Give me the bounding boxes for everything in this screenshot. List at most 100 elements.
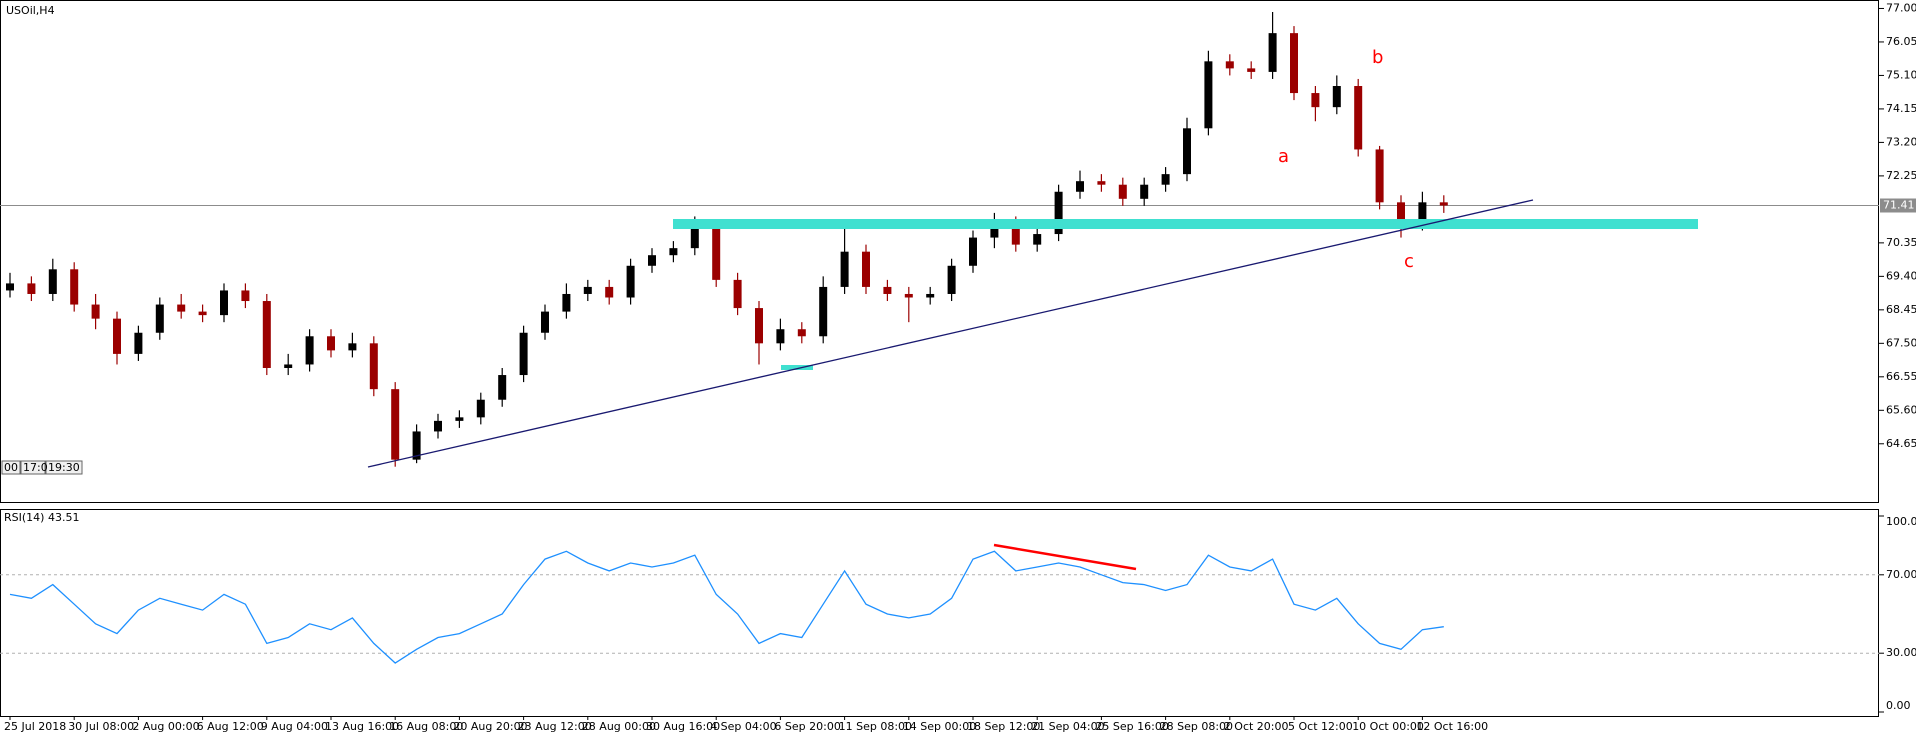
candle-body xyxy=(1290,33,1298,94)
candle-body xyxy=(904,293,913,298)
button-label[interactable]: 17:0 xyxy=(23,461,48,474)
y-tick-label: 66.55 xyxy=(1886,370,1916,383)
candle-body xyxy=(1397,202,1405,224)
x-tick-label: 30 Jul 08:00 xyxy=(68,720,134,733)
symbol-title: USOil,H4 xyxy=(6,4,55,17)
candle-body xyxy=(48,269,57,294)
candle-body xyxy=(262,301,271,368)
support-marker xyxy=(781,365,813,370)
y-tick-label: 73.20 xyxy=(1886,135,1916,148)
y-tick-label: 67.50 xyxy=(1886,336,1916,349)
x-tick-label: 16 Aug 08:00 xyxy=(389,720,463,733)
x-tick-label: 25 Jul 2018 xyxy=(4,720,66,733)
x-tick-label: 20 Aug 20:00 xyxy=(453,720,527,733)
toolbar-button[interactable] xyxy=(45,460,83,475)
candle-body xyxy=(862,251,870,287)
candle-body xyxy=(1011,223,1020,245)
last-price-box xyxy=(1880,198,1916,213)
toolbar-button[interactable] xyxy=(1,460,21,475)
candle-body xyxy=(776,329,785,344)
y-tick-label: 100.00 xyxy=(1886,515,1916,528)
x-tick-label: 10 Oct 00:00 xyxy=(1352,720,1424,733)
rsi-title: RSI(14) 43.51 xyxy=(4,511,79,524)
candle-body xyxy=(177,304,186,312)
candle-body xyxy=(348,343,357,351)
candle-body xyxy=(1439,202,1448,206)
candle-body xyxy=(241,290,250,302)
candle-body xyxy=(455,417,464,421)
candle-body xyxy=(840,251,849,287)
candle-body xyxy=(113,318,121,354)
candle-body xyxy=(91,304,100,319)
x-tick-label: 2 Oct 20:00 xyxy=(1224,720,1289,733)
candle-body xyxy=(1311,93,1320,108)
y-tick-label: 68.45 xyxy=(1886,303,1916,316)
candle-body xyxy=(391,389,400,460)
button-label[interactable]: 19:30 xyxy=(48,461,80,474)
x-tick-label: 28 Sep 08:00 xyxy=(1160,720,1233,733)
toolbar-button[interactable] xyxy=(20,460,46,475)
candle-body xyxy=(412,431,421,460)
x-tick-label: 25 Sep 16:00 xyxy=(1095,720,1168,733)
candle-body xyxy=(605,286,614,298)
candle-body xyxy=(648,255,656,266)
candle-body xyxy=(327,336,335,351)
x-tick-label: 14 Sep 00:00 xyxy=(903,720,976,733)
candle-body xyxy=(1097,181,1106,185)
candle-body xyxy=(1375,149,1384,203)
candle-body xyxy=(198,311,207,316)
candle-body xyxy=(284,364,293,368)
candle-body xyxy=(990,223,999,238)
toolbar[interactable]: 00 17:0 19:30 xyxy=(1,460,83,475)
candle-body xyxy=(562,293,571,312)
candle-body xyxy=(1332,86,1341,108)
x-tick-label: 9 Aug 04:00 xyxy=(261,720,328,733)
candle-body xyxy=(6,283,14,291)
y-tick-label: 70.00 xyxy=(1886,568,1916,581)
y-tick-label: 0.00 xyxy=(1886,699,1911,712)
candle-body xyxy=(883,286,892,294)
candle-body xyxy=(70,269,79,305)
x-tick-label: 5 Oct 12:00 xyxy=(1288,720,1353,733)
candle-body xyxy=(669,248,678,256)
candle-body xyxy=(1225,61,1234,69)
x-tick-label: 6 Aug 12:00 xyxy=(197,720,264,733)
candle-body xyxy=(1118,184,1127,199)
candle-body xyxy=(755,308,763,344)
candle-body xyxy=(134,332,143,354)
candle-body xyxy=(712,223,721,280)
x-tick-label: 12 Oct 16:00 xyxy=(1416,720,1488,733)
candle-body xyxy=(1418,202,1427,224)
rsi-line xyxy=(9,550,1444,664)
x-tick-label: 23 Aug 12:00 xyxy=(518,720,592,733)
candle-body xyxy=(369,343,378,390)
x-tick-label: 21 Sep 04:00 xyxy=(1031,720,1104,733)
candle-body xyxy=(27,283,36,294)
candle-body xyxy=(1247,68,1256,72)
main-pane-frame xyxy=(0,0,1879,503)
candle-body xyxy=(969,237,977,266)
wave-label: a xyxy=(1278,146,1289,167)
x-tick-label: 28 Aug 00:00 xyxy=(582,720,656,733)
last-price-label: 71.41 xyxy=(1883,199,1915,212)
divergence-line xyxy=(993,543,1137,571)
rsi-pane-frame xyxy=(0,509,1879,717)
button-label[interactable]: 00 xyxy=(4,461,18,474)
candle-body xyxy=(947,265,956,294)
x-tick-label: 11 Sep 08:00 xyxy=(839,720,912,733)
candle-body xyxy=(690,223,699,249)
candle-body xyxy=(519,332,528,376)
candle-body xyxy=(797,329,806,337)
y-tick-label: 64.65 xyxy=(1886,437,1916,450)
candle-body xyxy=(1033,234,1042,245)
candle-body xyxy=(1076,181,1084,192)
candle-body xyxy=(733,279,742,309)
wave-label: b xyxy=(1372,47,1383,68)
candle-body xyxy=(498,375,507,400)
candle-body xyxy=(220,290,228,316)
candle-body xyxy=(1268,33,1277,72)
candle-body xyxy=(1140,184,1149,199)
